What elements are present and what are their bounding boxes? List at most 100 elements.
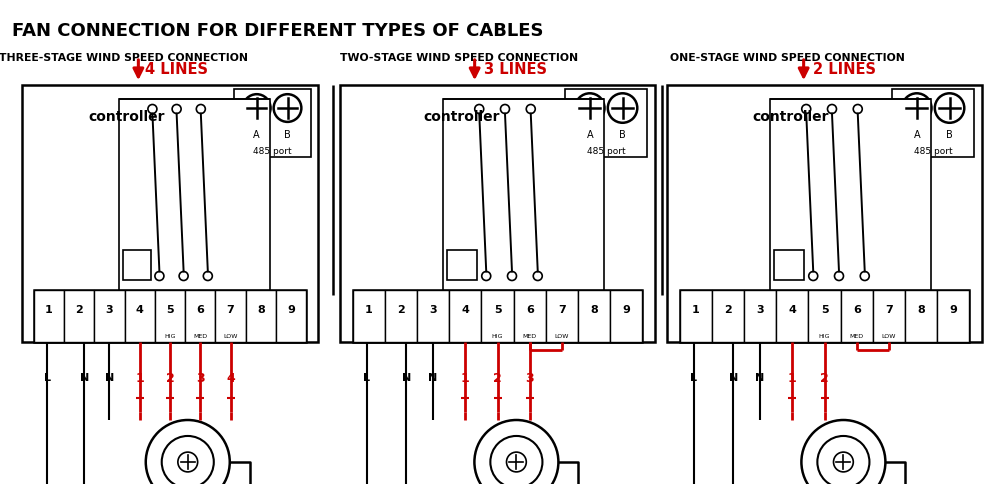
Text: 2: 2 — [493, 372, 502, 384]
Text: 8: 8 — [917, 305, 925, 315]
Text: LOW: LOW — [882, 334, 896, 339]
Bar — [234, 89, 311, 157]
Text: 3: 3 — [429, 305, 437, 315]
Text: A: A — [586, 130, 593, 139]
Bar — [123, 250, 151, 280]
Bar — [905, 290, 937, 342]
Text: 7: 7 — [558, 305, 566, 315]
Text: MED: MED — [850, 334, 864, 339]
Text: LOW: LOW — [555, 334, 569, 339]
Text: 2 LINES: 2 LINES — [813, 61, 876, 76]
Text: THREE-STAGE WIND SPEED CONNECTION: THREE-STAGE WIND SPEED CONNECTION — [0, 53, 248, 63]
Text: 4: 4 — [788, 305, 796, 315]
Text: 485 port: 485 port — [253, 147, 291, 155]
Bar — [744, 290, 776, 342]
Text: controller: controller — [88, 110, 165, 124]
Bar — [892, 89, 974, 157]
Bar — [610, 290, 642, 342]
Text: 2: 2 — [724, 305, 732, 315]
Text: MED: MED — [193, 334, 207, 339]
Text: HIG: HIG — [819, 334, 830, 339]
Text: 2: 2 — [166, 372, 174, 384]
Text: MED: MED — [523, 334, 537, 339]
Text: 2: 2 — [75, 305, 83, 315]
Bar — [873, 290, 905, 342]
Bar — [22, 85, 318, 342]
Text: 5: 5 — [494, 305, 501, 315]
Text: 3: 3 — [756, 305, 764, 315]
Bar — [680, 290, 712, 342]
Bar — [546, 290, 578, 342]
Text: controller: controller — [753, 110, 829, 124]
Bar — [514, 290, 546, 342]
Text: 9: 9 — [622, 305, 630, 315]
Bar — [64, 290, 94, 342]
Text: 8: 8 — [257, 305, 265, 315]
Text: 9: 9 — [287, 305, 295, 315]
Bar — [578, 290, 610, 342]
Text: 6: 6 — [526, 305, 534, 315]
Text: HIG: HIG — [164, 334, 176, 339]
Bar — [565, 89, 647, 157]
Text: 5: 5 — [166, 305, 174, 315]
Bar — [712, 290, 744, 342]
Text: L: L — [363, 373, 370, 383]
Text: ONE-STAGE WIND SPEED CONNECTION: ONE-STAGE WIND SPEED CONNECTION — [670, 53, 905, 63]
Bar — [449, 290, 481, 342]
Text: 6: 6 — [853, 305, 861, 315]
Text: 1: 1 — [461, 372, 470, 384]
Text: N: N — [428, 373, 438, 383]
Text: 3: 3 — [196, 372, 205, 384]
Text: N: N — [105, 373, 114, 383]
Text: TWO-STAGE WIND SPEED CONNECTION: TWO-STAGE WIND SPEED CONNECTION — [340, 53, 578, 63]
Text: A: A — [253, 130, 260, 139]
Bar — [680, 290, 969, 342]
Text: 1: 1 — [135, 372, 144, 384]
Text: A: A — [913, 130, 920, 139]
Text: B: B — [946, 130, 953, 139]
Bar — [125, 290, 155, 342]
Text: N: N — [80, 373, 89, 383]
Text: 8: 8 — [590, 305, 598, 315]
Text: 4: 4 — [136, 305, 144, 315]
Text: 7: 7 — [885, 305, 893, 315]
Bar — [353, 290, 642, 342]
Text: 1: 1 — [788, 372, 797, 384]
Text: 9: 9 — [949, 305, 957, 315]
Bar — [340, 85, 655, 342]
Bar — [246, 290, 276, 342]
Text: FAN CONNECTION FOR DIFFERENT TYPES OF CABLES: FAN CONNECTION FOR DIFFERENT TYPES OF CA… — [12, 22, 544, 40]
Bar — [808, 290, 841, 342]
Text: controller: controller — [424, 110, 500, 124]
Text: 485 port: 485 port — [914, 147, 952, 155]
Text: 485 port: 485 port — [587, 147, 625, 155]
Bar — [770, 99, 931, 290]
Bar — [119, 99, 270, 290]
Text: B: B — [619, 130, 626, 139]
Text: 3: 3 — [106, 305, 113, 315]
Bar — [276, 290, 306, 342]
Bar — [34, 290, 64, 342]
Text: 7: 7 — [227, 305, 234, 315]
Bar — [94, 290, 125, 342]
Bar — [937, 290, 969, 342]
Text: N: N — [729, 373, 738, 383]
Bar — [353, 290, 385, 342]
Text: 3 LINES: 3 LINES — [484, 61, 547, 76]
Text: L: L — [690, 373, 697, 383]
Bar — [774, 250, 804, 280]
Text: N: N — [402, 373, 411, 383]
Text: LOW: LOW — [223, 334, 238, 339]
Text: HIG: HIG — [492, 334, 503, 339]
Bar — [481, 290, 514, 342]
Bar — [417, 290, 449, 342]
Text: L: L — [44, 373, 51, 383]
Bar — [185, 290, 215, 342]
Bar — [841, 290, 873, 342]
Text: N: N — [755, 373, 765, 383]
Bar — [385, 290, 417, 342]
Text: 6: 6 — [196, 305, 204, 315]
Bar — [215, 290, 246, 342]
Bar — [776, 290, 808, 342]
Text: B: B — [284, 130, 291, 139]
